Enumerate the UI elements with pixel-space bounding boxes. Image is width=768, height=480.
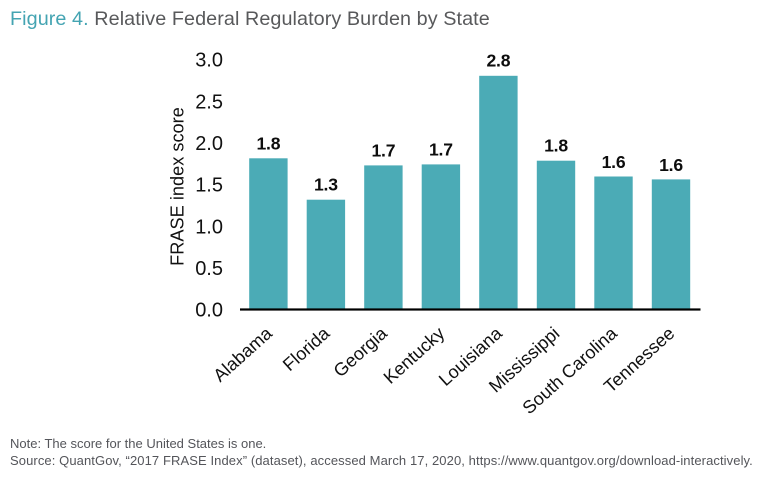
- svg-text:2.0: 2.0: [195, 133, 223, 155]
- svg-text:1.0: 1.0: [195, 216, 223, 238]
- svg-text:FRASE index score: FRASE index score: [168, 107, 188, 266]
- svg-text:1.3: 1.3: [314, 174, 338, 194]
- svg-text:0.5: 0.5: [195, 258, 223, 280]
- svg-text:1.8: 1.8: [544, 136, 568, 156]
- svg-text:2.5: 2.5: [195, 91, 223, 113]
- svg-text:Alabama: Alabama: [209, 322, 276, 385]
- svg-text:0.0: 0.0: [195, 300, 223, 322]
- svg-text:1.6: 1.6: [659, 155, 683, 175]
- svg-text:Florida: Florida: [279, 322, 334, 374]
- svg-text:1.7: 1.7: [429, 139, 453, 159]
- svg-text:1.5: 1.5: [195, 175, 223, 197]
- svg-text:2.8: 2.8: [486, 51, 510, 71]
- svg-text:1.8: 1.8: [256, 134, 280, 154]
- svg-text:3.0: 3.0: [195, 50, 223, 72]
- svg-text:1.6: 1.6: [602, 152, 626, 172]
- svg-text:1.7: 1.7: [371, 140, 395, 160]
